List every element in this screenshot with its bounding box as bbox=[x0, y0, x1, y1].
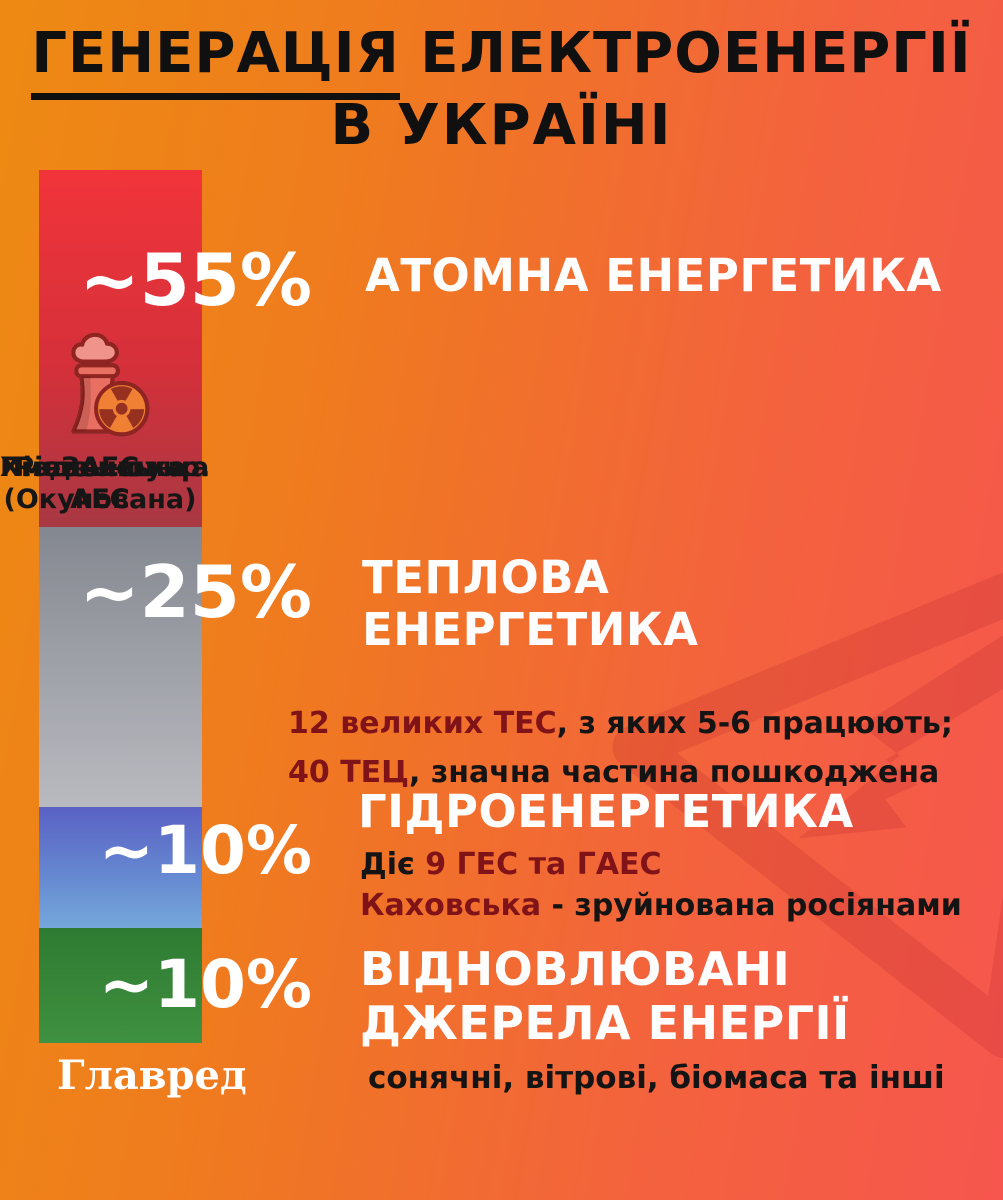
plant-label: Хмельницька АЕС bbox=[0, 452, 210, 515]
heading-thermal: ТЕПЛОВА ЕНЕРГЕТИКА bbox=[362, 551, 699, 657]
title-underlined-word: ГЕНЕРАЦІЯ bbox=[31, 21, 400, 100]
hydro-line2: Каховська - зруйнована росіянами bbox=[360, 888, 962, 924]
thermal-line2: 40 ТЕЦ, значна частина пошкоджена bbox=[288, 754, 940, 790]
percent-label-hydro: ~10% bbox=[98, 812, 312, 889]
heading-nuclear: АТОМНА ЕНЕРГЕТИКА bbox=[365, 249, 942, 302]
percent-label-renewables: ~10% bbox=[98, 946, 312, 1023]
title-line2: В УКРАЇНІ bbox=[330, 93, 673, 158]
high-voltage-watermark-icon bbox=[612, 545, 1003, 1059]
nuclear-plant-zaes-occupied: ЗАЕС (Окупована) bbox=[0, 330, 200, 516]
bar-segment-thermal bbox=[39, 527, 202, 807]
thermal-details: 12 великих ТЕС, з яких 5-6 працюють; 40 … bbox=[288, 700, 953, 798]
nuclear-plant-icon bbox=[71, 332, 150, 437]
plant-label: ЗАЕС (Окупована) bbox=[3, 452, 197, 515]
bar-segment-nuclear bbox=[39, 170, 202, 527]
heading-hydro: ГІДРОЕНЕРГЕТИКА bbox=[358, 785, 854, 838]
title-line1-rest: ЕЛЕКТРОЕНЕРГІЇ bbox=[399, 21, 972, 86]
thermal-line1: 12 великих ТЕС, з яких 5-6 працюють; bbox=[288, 706, 953, 741]
plant-label: Рівненська АЕС bbox=[14, 452, 186, 515]
heading-renewables: ВІДНОВЛЮВАНІ ДЖЕРЕЛА ЕНЕРГІЇ bbox=[360, 942, 850, 1051]
bar-segment-renewables bbox=[39, 928, 202, 1043]
title-line1: ГЕНЕРАЦІЯ ЕЛЕКТРОЕНЕРГІЇ bbox=[0, 21, 1003, 100]
bar-segment-hydro bbox=[39, 807, 202, 928]
source-logo: Главред bbox=[57, 1052, 247, 1099]
plant-label: Південноукр. АЕС bbox=[0, 452, 211, 515]
hydro-line1: Діє 9 ГЕС та ГАЕС bbox=[360, 847, 662, 882]
renewables-details: сонячні, вітрові, біомаса та інші bbox=[368, 1060, 945, 1096]
page-title: ГЕНЕРАЦІЯ ЕЛЕКТРОЕНЕРГІЇ В УКРАЇНІ bbox=[0, 21, 1003, 158]
hydro-details: Діє 9 ГЕС та ГАЕС Каховська - зруйнована… bbox=[360, 844, 962, 926]
percent-label-thermal: ~25% bbox=[79, 550, 312, 634]
percent-label-nuclear: ~55% bbox=[79, 238, 312, 322]
